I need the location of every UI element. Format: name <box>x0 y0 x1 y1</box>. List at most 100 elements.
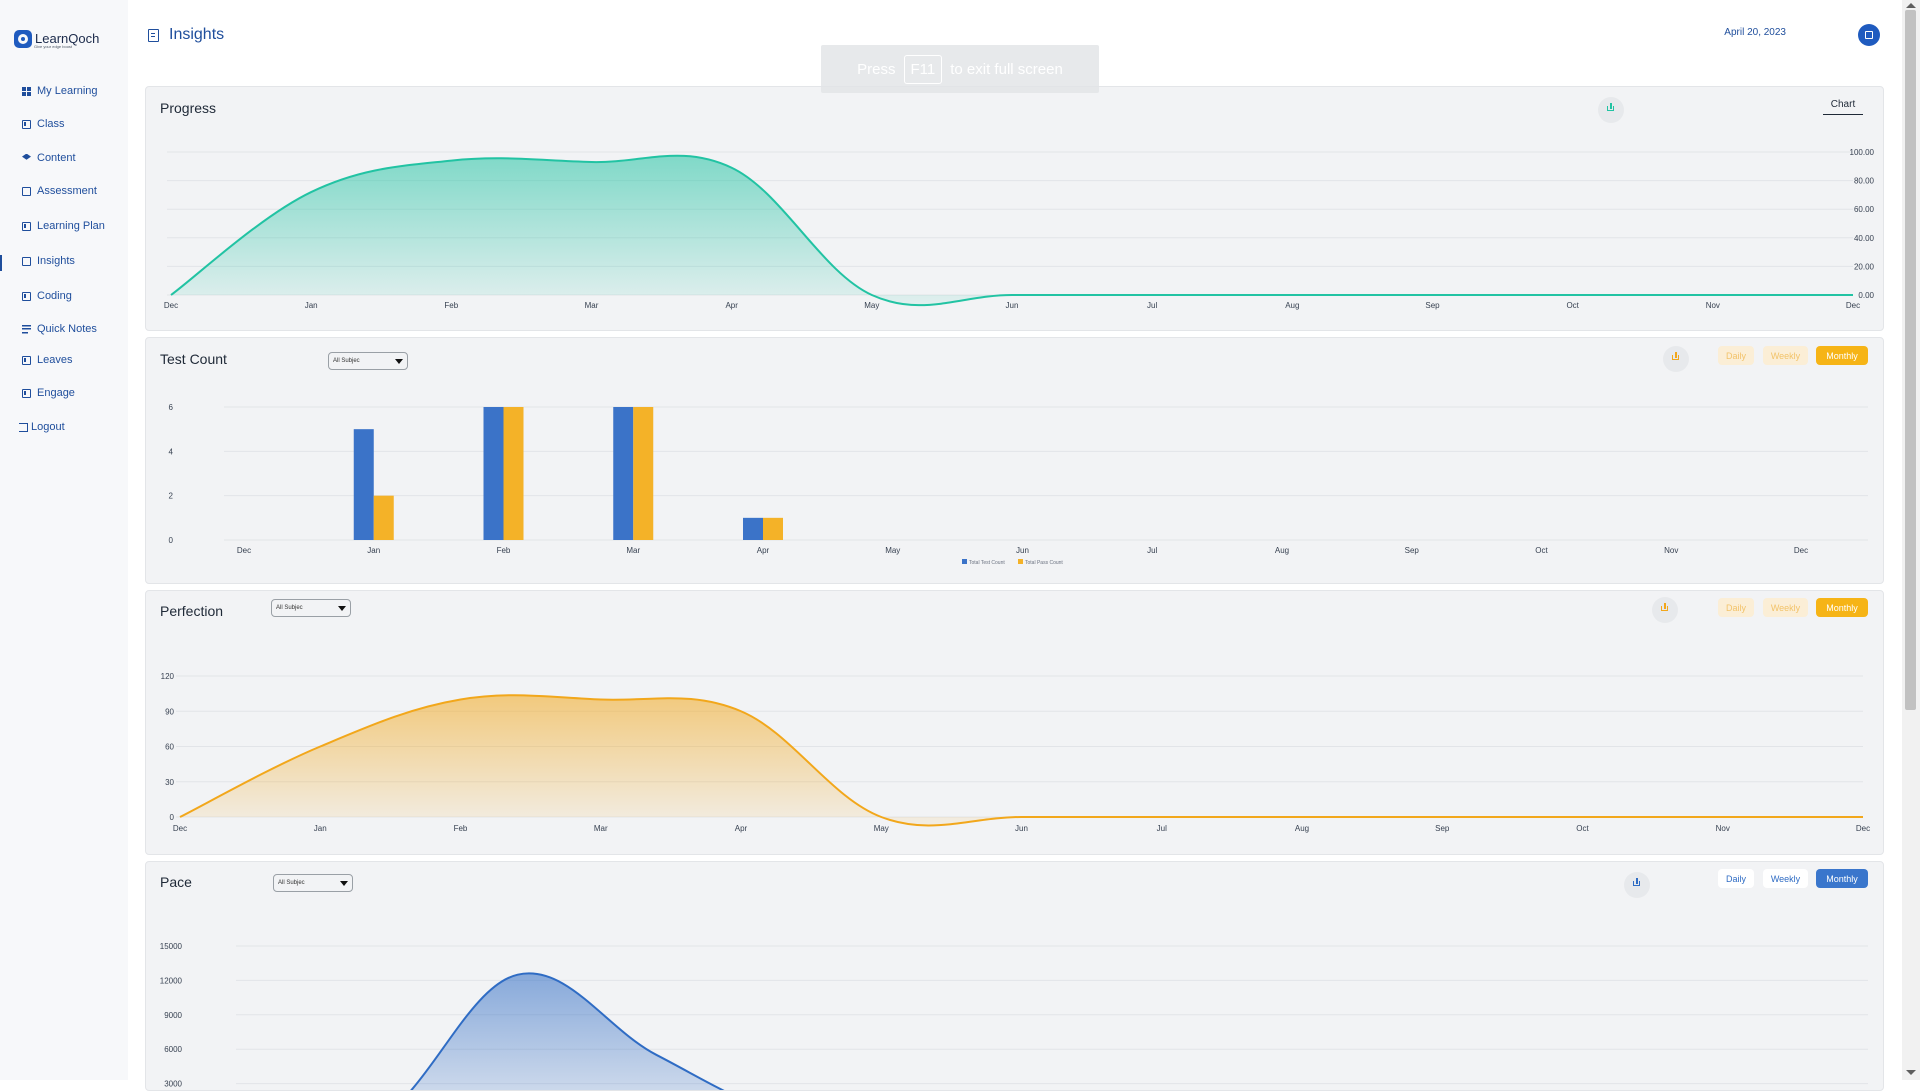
brand-tagline: Give your edge boost <box>34 44 73 49</box>
y-tick-label: 60 <box>165 743 174 752</box>
class-icon <box>22 119 31 129</box>
sidebar-item-class[interactable]: Class <box>22 118 65 130</box>
toggle-weekly[interactable]: Weekly <box>1763 598 1808 617</box>
x-tick-label: Jul <box>1157 824 1167 833</box>
scroll-up-arrow-icon[interactable] <box>1906 3 1916 8</box>
sidebar-item-label: Engage <box>37 387 75 399</box>
y-tick-label: 0.00 <box>1858 291 1874 300</box>
x-tick-label: Nov <box>1664 546 1678 555</box>
y-tick-label: 90 <box>165 707 174 716</box>
x-tick-label: Feb <box>444 301 458 310</box>
brand-name: LearnQoch <box>35 31 100 46</box>
x-tick-label: Apr <box>757 546 770 555</box>
y-tick-label: 15000 <box>160 942 183 951</box>
x-tick-label: Aug <box>1285 301 1299 310</box>
x-tick-label: Feb <box>497 546 511 555</box>
toggle-monthly[interactable]: Monthly <box>1816 346 1868 365</box>
graduation-cap-icon <box>22 153 31 160</box>
engage-icon <box>22 388 31 398</box>
sidebar-item-content[interactable]: Content <box>22 152 76 164</box>
y-tick-label: 4 <box>169 447 174 456</box>
notes-icon <box>22 324 31 334</box>
sidebar-item-learning-plan[interactable]: Learning Plan <box>22 220 105 232</box>
scroll-down-arrow-icon[interactable] <box>1906 1070 1916 1075</box>
calendar-button[interactable] <box>1858 24 1880 46</box>
x-tick-label: Jun <box>1016 546 1029 555</box>
sidebar-item-coding[interactable]: Coding <box>22 290 72 302</box>
sidebar-item-assessment[interactable]: Assessment <box>22 185 97 197</box>
sidebar-item-quick-notes[interactable]: Quick Notes <box>22 323 97 335</box>
perfection-chart: 0 30 60 90 120 Dec Jan Feb Mar Apr May Jun Jul Aug Sep… <box>161 672 1870 833</box>
y-tick-label: 3000 <box>164 1080 182 1089</box>
x-tick-label: Jul <box>1147 546 1157 555</box>
sidebar-item-label: Learning Plan <box>37 220 105 232</box>
y-tick-label: 120 <box>161 672 175 681</box>
chevron-down-icon <box>395 358 403 364</box>
x-tick-label: Jan <box>314 824 327 833</box>
test-count-panel: Test Count All Subjec Daily Weekly Month… <box>145 337 1884 584</box>
sidebar-item-leaves[interactable]: Leaves <box>22 354 72 366</box>
x-tick-label: Sep <box>1405 546 1420 555</box>
x-tick-label: Apr <box>735 824 748 833</box>
test-count-chart: 0 2 4 6 Dec Jan Feb Mar Apr May Jun Jul Aug Sep Oct Nov… <box>169 403 1868 566</box>
bar <box>483 407 504 540</box>
scrollbar-thumb[interactable] <box>1905 10 1916 710</box>
report-icon <box>148 28 159 42</box>
y-tick-label: 12000 <box>160 976 183 985</box>
sidebar-item-engage[interactable]: Engage <box>22 387 75 399</box>
sidebar-item-insights[interactable]: Insights <box>22 255 75 267</box>
x-tick-label: Jun <box>1015 824 1028 833</box>
series-area <box>171 155 1853 306</box>
subject-select[interactable]: All Subjec <box>273 874 353 892</box>
bar <box>503 407 524 540</box>
y-tick-label: 100.00 <box>1850 148 1875 157</box>
x-tick-label: Apr <box>725 301 738 310</box>
pace-panel: Pace All Subjec Daily Weekly Monthly 300… <box>145 861 1884 1091</box>
x-tick-label: Dec <box>164 301 178 310</box>
subject-select[interactable]: All Subjec <box>271 599 351 617</box>
toggle-daily[interactable]: Daily <box>1718 869 1754 888</box>
y-tick-label: 6 <box>169 403 174 412</box>
sidebar-item-label: Insights <box>37 255 75 267</box>
y-tick-label: 20.00 <box>1854 262 1875 271</box>
download-icon[interactable] <box>1652 597 1678 623</box>
toggle-daily[interactable]: Daily <box>1718 346 1754 365</box>
sidebar-item-logout[interactable]: Logout <box>19 421 65 433</box>
x-tick-label: Jan <box>305 301 318 310</box>
series-area <box>180 695 1863 826</box>
panel-title: Perfection <box>160 603 224 619</box>
download-icon[interactable] <box>1624 872 1650 898</box>
x-tick-label: Aug <box>1275 546 1289 555</box>
brand-logo[interactable]: LearnQoch Give your edge boost <box>14 30 100 49</box>
sidebar: LearnQoch Give your edge boost My Learni… <box>0 0 128 1080</box>
sidebar-item-my-learning[interactable]: My Learning <box>22 85 98 97</box>
y-tick-label: 60.00 <box>1854 205 1875 214</box>
tab-chart[interactable]: Chart <box>1823 99 1863 115</box>
download-icon[interactable] <box>1598 97 1624 123</box>
bar <box>763 517 783 540</box>
series-line <box>170 154 1853 307</box>
subject-select-value: All Subjec <box>276 605 303 611</box>
subject-select-value: All Subjec <box>333 358 360 364</box>
current-date: April 20, 2023 <box>1724 27 1786 38</box>
legend-label: Total Pass Count <box>1025 560 1063 566</box>
x-tick-label: Mar <box>626 546 640 555</box>
bar <box>353 429 374 540</box>
series-area <box>411 973 723 1090</box>
series-line <box>410 972 725 1090</box>
x-tick-label: Sep <box>1435 824 1450 833</box>
x-tick-label: Dec <box>1794 546 1808 555</box>
toggle-daily[interactable]: Daily <box>1718 598 1754 617</box>
x-tick-label: Mar <box>585 301 599 310</box>
toggle-weekly[interactable]: Weekly <box>1763 869 1808 888</box>
sidebar-item-label: Logout <box>31 421 65 433</box>
x-tick-label: Jul <box>1147 301 1157 310</box>
toggle-weekly[interactable]: Weekly <box>1763 346 1808 365</box>
toggle-monthly[interactable]: Monthly <box>1816 598 1868 617</box>
subject-select[interactable]: All Subjec <box>328 352 408 370</box>
toggle-monthly[interactable]: Monthly <box>1816 869 1868 888</box>
download-icon[interactable] <box>1663 346 1689 372</box>
clipboard-icon <box>22 186 31 196</box>
sidebar-item-label: Quick Notes <box>37 323 97 335</box>
x-tick-label: Oct <box>1535 546 1548 555</box>
